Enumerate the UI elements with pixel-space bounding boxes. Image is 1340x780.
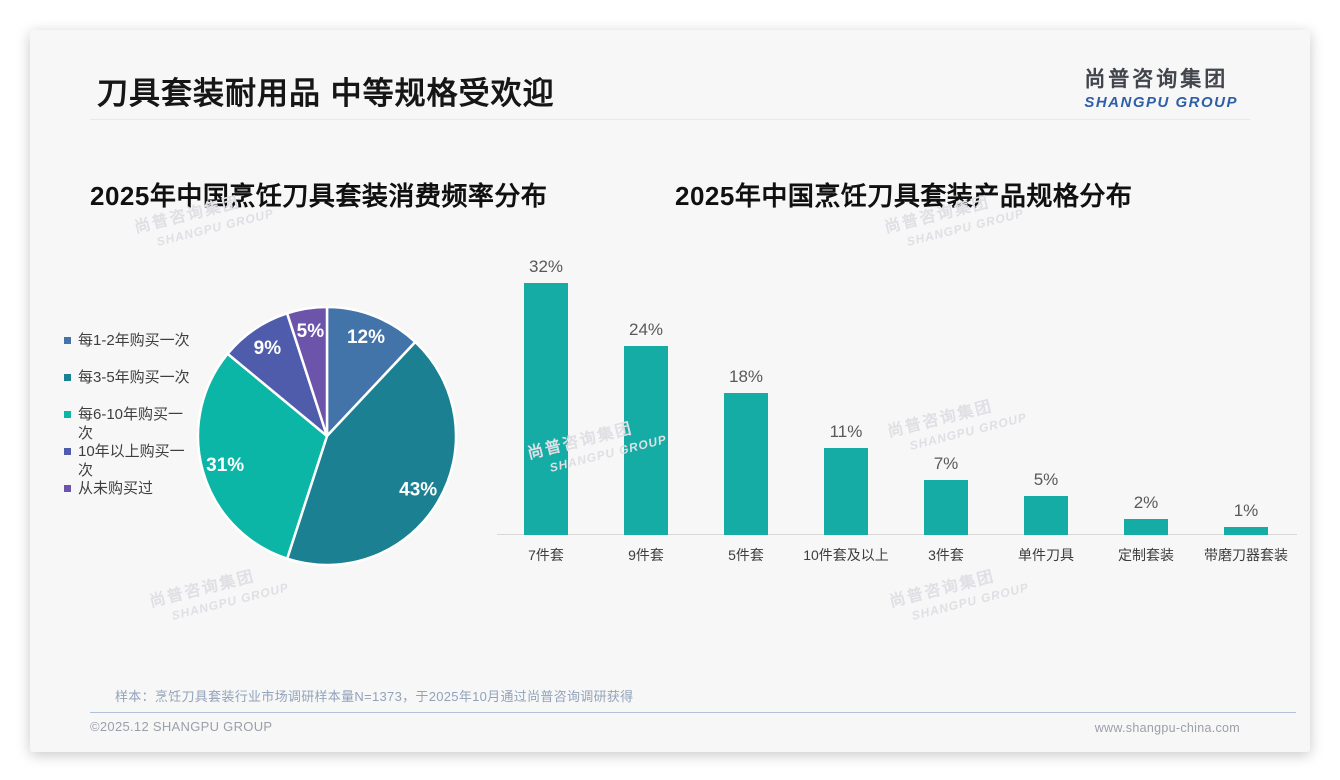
company-logo: 尚普咨询集团 SHANGPU GROUP <box>1084 63 1238 111</box>
footer-divider <box>90 712 1296 713</box>
legend-label: 10年以上购买一次 <box>78 443 185 479</box>
watermark-english: SHANGPU GROUP <box>170 579 291 623</box>
pie-data-label: 9% <box>254 338 282 359</box>
pie-slice <box>325 305 417 438</box>
legend-item: 每1-2年购买一次 <box>64 331 196 368</box>
legend-marker <box>64 448 71 455</box>
legend-label: 每6-10年购买一次 <box>78 406 184 442</box>
sample-note: 样本：烹饪刀具套装行业市场调研样本量N=1373，于2025年10月通过尚普咨询… <box>115 689 634 704</box>
bar-category-label: 单件刀具 <box>1018 547 1074 563</box>
legend-item: 从未购买过 <box>64 479 196 516</box>
pie-data-label: 43% <box>399 480 437 501</box>
logo-chinese-name: 尚普咨询集团 <box>1084 68 1229 91</box>
bar-category-label: 7件套 <box>528 547 564 563</box>
bar <box>1024 496 1068 535</box>
bar-value-label: 18% <box>728 367 764 386</box>
website-url: www.shangpu-china.com <box>1094 721 1240 735</box>
bar-value-label: 32% <box>528 257 564 276</box>
legend-item: 每3-5年购买一次 <box>64 368 196 405</box>
pie-slice <box>285 340 458 567</box>
bar <box>824 448 868 535</box>
x-axis-line <box>497 534 1297 535</box>
bar-value-label: 11% <box>829 422 863 441</box>
bar-chart: 32% 7件套 24% 9件套 18% 5件套 11% 10件套及以上 7% 3件套 5% 单件刀具 2… <box>497 235 1297 575</box>
bar-category-label: 5件套 <box>728 547 764 563</box>
bar <box>1124 519 1168 535</box>
legend-marker <box>64 411 71 418</box>
legend-marker <box>64 337 71 344</box>
copyright-text: ©2025.12 SHANGPU GROUP <box>90 719 273 734</box>
legend-marker <box>64 374 71 381</box>
bar-chart-title: 2025年中国烹饪刀具套装产品规格分布 <box>675 181 1133 211</box>
bar-value-label: 7% <box>933 454 959 473</box>
legend-item: 10年以上购买一次 <box>64 442 196 479</box>
logo-english-name: SHANGPU GROUP <box>1084 94 1238 111</box>
bar <box>1224 527 1268 535</box>
bar-value-label: 1% <box>1233 501 1259 520</box>
page-title: 刀具套装耐用品 中等规格受欢迎 <box>97 76 555 111</box>
legend-marker <box>64 485 71 492</box>
legend-label: 每1-2年购买一次 <box>78 332 190 349</box>
legend-label: 从未购买过 <box>78 480 154 497</box>
pie-legend: 每1-2年购买一次 每3-5年购买一次每6-10年购买一次 10年以上购买一次从未购… <box>64 331 196 516</box>
bar-category-label: 带磨刀器套装 <box>1204 547 1288 563</box>
bar <box>724 393 768 535</box>
pie-slice <box>285 305 329 438</box>
bar-category-label: 定制套装 <box>1118 547 1174 563</box>
pie-data-label: 31% <box>206 455 244 476</box>
bar-category-label: 9件套 <box>628 547 664 563</box>
pie-data-label: 12% <box>347 327 385 348</box>
bar-value-label: 24% <box>628 320 664 339</box>
pie-data-label: 5% <box>297 321 325 342</box>
bar-category-label: 3件套 <box>928 547 964 563</box>
bar-value-label: 5% <box>1033 470 1059 489</box>
pie-chart-title: 2025年中国烹饪刀具套装消费频率分布 <box>90 181 548 211</box>
title-divider <box>90 119 1250 120</box>
watermark-english: SHANGPU GROUP <box>910 579 1031 623</box>
bar-category-label: 10件套及以上 <box>803 547 889 563</box>
legend-item: 每6-10年购买一次 <box>64 405 196 442</box>
pie-chart: 12% 43% 31% 9% 5% <box>196 305 458 567</box>
bar-value-label: 2% <box>1133 493 1159 512</box>
legend-label: 每3-5年购买一次 <box>78 369 190 386</box>
slide-canvas: 刀具套装耐用品 中等规格受欢迎 尚普咨询集团 SHANGPU GROUP 202… <box>30 30 1310 752</box>
bar <box>624 346 668 535</box>
pie-slice <box>196 352 329 560</box>
bar <box>524 283 568 535</box>
bar <box>924 480 968 535</box>
